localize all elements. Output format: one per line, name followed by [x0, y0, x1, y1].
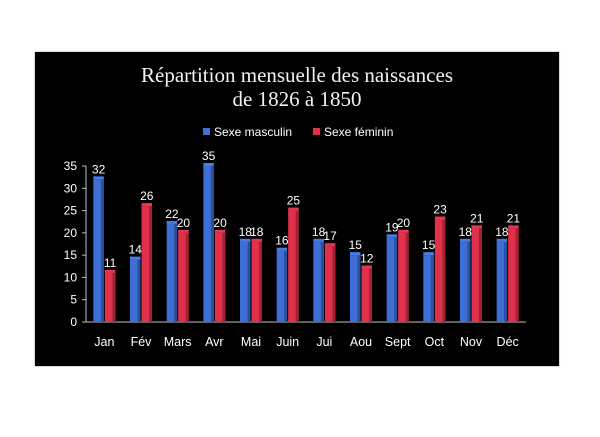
- value-label-feminin-Avr: 20: [213, 216, 227, 230]
- y-tick-label: 30: [64, 181, 78, 195]
- value-label-feminin-Jan: 11: [104, 256, 117, 270]
- bar-masculin-Sept: [386, 234, 398, 322]
- value-label-masculin-Juin: 16: [275, 234, 289, 248]
- bar-chart: Répartition mensuelle des naissances de …: [64, 63, 526, 349]
- bar-masculin-Aou: [350, 252, 361, 322]
- x-category-label: Fév: [131, 335, 153, 349]
- bar-masculin-Jan: [93, 176, 104, 322]
- y-tick-label: 15: [64, 248, 78, 262]
- bars: [93, 163, 519, 322]
- value-label-masculin-Oct: 15: [422, 238, 436, 252]
- bar-feminin-Jui: [324, 243, 336, 322]
- x-category-label: Jan: [94, 335, 114, 349]
- bar-feminin-Sept: [398, 229, 409, 322]
- bar-feminin-Avr: [214, 229, 226, 322]
- bar-feminin-Juin: [288, 207, 299, 322]
- bar-masculin-Nov: [460, 238, 471, 322]
- y-tick-label: 5: [70, 293, 77, 307]
- value-label-feminin-Mars: 20: [177, 216, 191, 230]
- bar-feminin-Mars: [178, 229, 189, 322]
- bar-feminin-Jan: [104, 269, 116, 322]
- bar-feminin-Fév: [141, 203, 152, 322]
- x-category-label: Juin: [276, 335, 299, 349]
- bar-masculin-Mai: [240, 238, 251, 322]
- x-category-label: Nov: [460, 335, 483, 349]
- y-tick-label: 10: [64, 270, 78, 284]
- chart-title-line-1: Répartition mensuelle des naissances: [141, 63, 453, 87]
- chart-panel: Répartition mensuelle des naissances de …: [35, 52, 559, 366]
- x-category-label: Sept: [385, 335, 411, 349]
- value-label-masculin-Mai: 18: [239, 225, 253, 239]
- x-category-label: Mars: [164, 335, 192, 349]
- x-category-label: Oct: [425, 335, 445, 349]
- value-label-feminin-Juin: 25: [287, 194, 301, 208]
- y-tick-label: 25: [64, 204, 78, 218]
- value-label-feminin-Oct: 23: [433, 202, 447, 216]
- legend-label-feminin: Sexe féminin: [324, 125, 393, 139]
- bar-feminin-Mai: [251, 238, 262, 322]
- bar-feminin-Déc: [508, 225, 519, 322]
- y-tick-label: 0: [70, 315, 77, 329]
- value-label-feminin-Déc: 21: [507, 211, 521, 225]
- bar-feminin-Aou: [361, 265, 372, 322]
- x-category-label: Avr: [205, 335, 224, 349]
- bar-feminin-Nov: [471, 225, 482, 322]
- x-category-label: Jui: [316, 335, 332, 349]
- value-label-feminin-Nov: 21: [470, 211, 484, 225]
- bar-masculin-Juin: [276, 247, 288, 322]
- value-label-feminin-Aou: 12: [360, 252, 374, 266]
- y-tick-label: 20: [64, 226, 78, 240]
- value-label-feminin-Sept: 20: [397, 216, 411, 230]
- value-label-masculin-Aou: 15: [349, 238, 363, 252]
- chart-title-line-2: de 1826 à 1850: [233, 87, 362, 111]
- value-label-masculin-Déc: 18: [495, 225, 509, 239]
- bar-masculin-Avr: [203, 163, 214, 322]
- value-label-feminin-Fév: 26: [140, 189, 154, 203]
- value-label-masculin-Jan: 32: [92, 162, 106, 176]
- legend-swatch-feminin: [313, 128, 320, 135]
- value-label-masculin-Sept: 19: [385, 220, 399, 234]
- x-category-label: Mai: [241, 335, 261, 349]
- value-label-masculin-Fév: 14: [129, 243, 143, 257]
- legend-label-masculin: Sexe masculin: [214, 125, 292, 139]
- bar-masculin-Jui: [313, 238, 324, 322]
- legend-swatch-masculin: [203, 128, 210, 135]
- value-label-masculin-Nov: 18: [459, 225, 473, 239]
- bar-masculin-Déc: [496, 238, 508, 322]
- value-label-feminin-Mai: 18: [250, 225, 264, 239]
- bar-masculin-Mars: [166, 220, 178, 322]
- legend: Sexe masculin Sexe féminin: [203, 125, 393, 139]
- bar-feminin-Oct: [434, 216, 446, 322]
- value-label-feminin-Jui: 17: [323, 229, 337, 243]
- x-category-label: Aou: [350, 335, 372, 349]
- y-axis-ticks: 0 5 10 15 20 25 30 35: [64, 159, 86, 329]
- value-label-masculin-Avr: 35: [202, 149, 216, 163]
- value-labels: 3211142622203520181816251817151219201523…: [92, 149, 521, 270]
- x-category-label: Déc: [497, 335, 519, 349]
- value-label-masculin-Mars: 22: [165, 207, 179, 221]
- bar-masculin-Fév: [130, 256, 141, 322]
- value-label-masculin-Jui: 18: [312, 225, 326, 239]
- y-tick-label: 35: [64, 159, 78, 173]
- bar-masculin-Oct: [423, 252, 434, 322]
- x-axis-labels: Jan Fév Mars Avr Mai Juin Jui Aou Sept Oct Nov Déc: [94, 335, 519, 349]
